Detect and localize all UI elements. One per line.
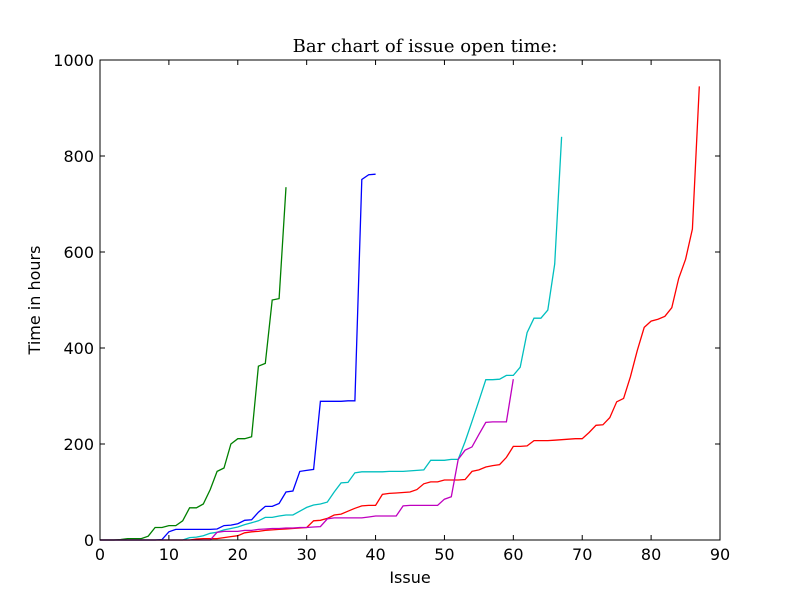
plot-lines xyxy=(100,86,700,541)
x-tick-label: 30 xyxy=(296,545,316,564)
series-line-1 xyxy=(100,173,376,541)
x-tick-label: 10 xyxy=(159,545,179,564)
axis-ticks: 0 10 20 30 40 50 60 70 80 90 0 200 400 600 800 1000 xyxy=(53,51,730,564)
y-tick-label: 600 xyxy=(63,243,94,262)
x-tick-label: 40 xyxy=(365,545,385,564)
series-line-2 xyxy=(100,136,563,541)
y-tick-label: 400 xyxy=(63,339,94,358)
chart-title: Bar chart of issue open time: xyxy=(293,36,558,57)
y-axis-label: Time in hours xyxy=(25,246,44,356)
series-line-0 xyxy=(100,187,287,541)
x-tick-label: 20 xyxy=(228,545,248,564)
plot-frame xyxy=(99,59,721,541)
y-tick-label: 0 xyxy=(84,531,94,550)
x-tick-label: 70 xyxy=(572,545,592,564)
x-tick-label: 50 xyxy=(434,545,454,564)
x-axis-label: Issue xyxy=(389,568,430,587)
y-tick-label: 200 xyxy=(63,435,94,454)
x-tick-label: 0 xyxy=(95,545,105,564)
x-tick-label: 90 xyxy=(710,545,730,564)
x-tick-label: 80 xyxy=(641,545,661,564)
y-tick-label: 800 xyxy=(63,147,94,166)
series-line-3 xyxy=(100,86,700,541)
y-tick-label: 1000 xyxy=(53,51,94,70)
x-tick-label: 60 xyxy=(503,545,523,564)
